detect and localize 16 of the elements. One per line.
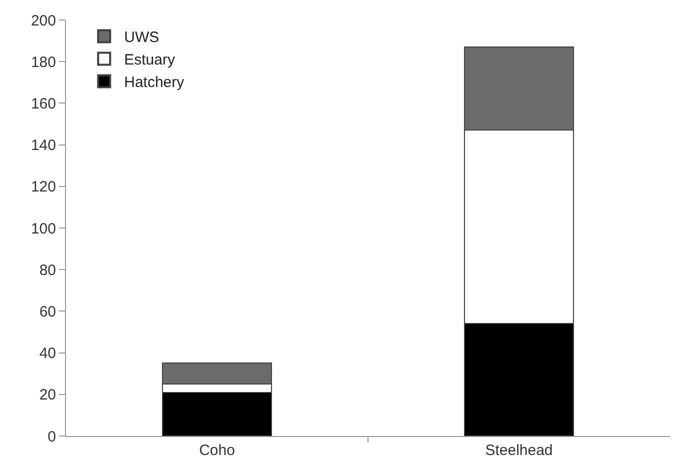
y-tick-label: 40 [39, 345, 56, 362]
legend-label: UWS [124, 29, 160, 46]
legend-label: Estuary [124, 52, 176, 69]
y-tick-label: 0 [48, 428, 56, 446]
y-tick-label: 160 [30, 95, 56, 112]
x-tick-label: Steelhead [485, 442, 553, 459]
y-tick-label: 200 [30, 12, 56, 30]
y-tick-label: 20 [39, 386, 56, 404]
y-tick-label: 140 [30, 137, 56, 154]
y-tick-label: 100 [30, 220, 56, 238]
x-tick-label: Coho [199, 442, 235, 459]
y-tick-label: 120 [30, 178, 56, 196]
y-tick-label: 80 [39, 262, 56, 279]
y-tick-label: 180 [30, 54, 56, 71]
y-tick-label: 60 [39, 303, 56, 320]
legend-label: Hatchery [124, 74, 185, 92]
